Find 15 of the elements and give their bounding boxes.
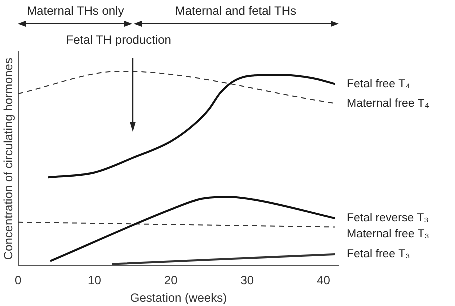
text: Fetal TH production xyxy=(66,33,172,47)
text: Maternal THs only xyxy=(27,4,124,18)
x-tick-label: 10 xyxy=(88,274,102,288)
text: Maternal and fetal THs xyxy=(175,4,297,18)
series-label: Fetal free T₃ xyxy=(347,248,411,261)
x-tick-label: 0 xyxy=(15,274,22,288)
series-label: Fetal free T₄ xyxy=(347,78,411,90)
x-axis-title: Gestation (weeks) xyxy=(130,291,228,306)
series-label: Maternal free T₄ xyxy=(347,98,430,110)
series-label: Fetal reverse T₃ xyxy=(347,212,430,225)
series-label: Maternal free T₃ xyxy=(347,228,430,241)
x-tick-label: 20 xyxy=(164,274,178,288)
x-tick-label: 40 xyxy=(317,274,331,288)
y-axis-title: Concentration of circulating hormones xyxy=(2,58,16,260)
x-tick-label: 30 xyxy=(240,274,254,288)
